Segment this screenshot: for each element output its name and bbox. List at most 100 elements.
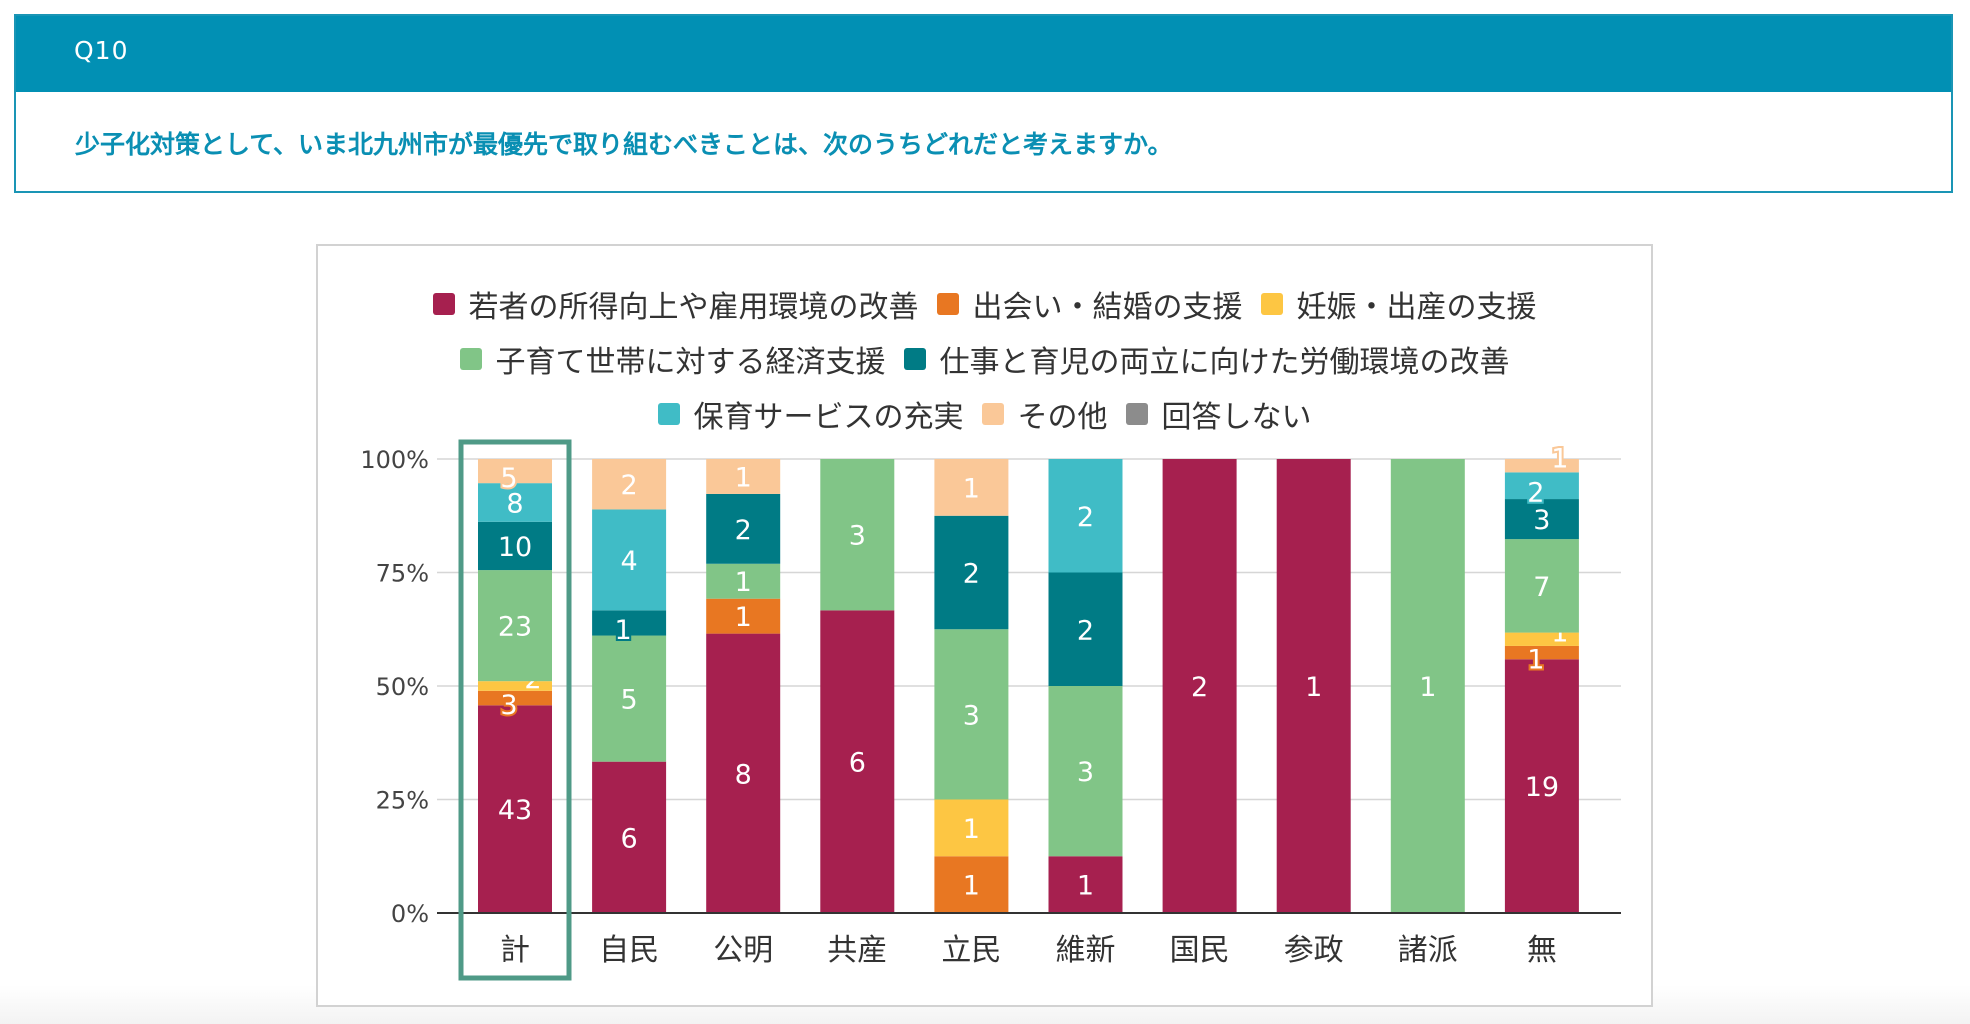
bar-segment bbox=[934, 459, 1009, 516]
bar-segment bbox=[934, 799, 1009, 857]
bar-segment bbox=[592, 761, 667, 913]
bar-segment bbox=[1276, 459, 1351, 913]
data-label: 1 bbox=[1527, 645, 1544, 676]
bar-segment bbox=[1504, 539, 1579, 633]
legend-item[interactable]: 保育サービスの充実 bbox=[657, 392, 964, 436]
data-label: 5 bbox=[500, 463, 517, 494]
data-label: 2 bbox=[735, 515, 752, 546]
bar-segment bbox=[478, 570, 552, 682]
data-label: 2 bbox=[1077, 502, 1094, 533]
stacked-bar-chart: 0%25%50%75%100%4332231085計65142自民81121公明… bbox=[360, 439, 1621, 981]
data-label: 5 bbox=[621, 685, 638, 716]
bar-segment bbox=[1048, 686, 1123, 857]
y-tick-label: 0% bbox=[391, 900, 429, 928]
data-label: 3 bbox=[849, 521, 866, 552]
data-label: 8 bbox=[735, 759, 752, 790]
bar-segment bbox=[478, 705, 552, 913]
x-tick-label: 計 bbox=[500, 933, 530, 968]
bar-segment bbox=[1390, 459, 1465, 913]
data-label: 19 bbox=[1525, 772, 1559, 803]
x-tick-label: 自民 bbox=[599, 933, 659, 968]
legend-swatch bbox=[657, 402, 680, 425]
bar-segment bbox=[1504, 459, 1579, 473]
bar-segment bbox=[934, 856, 1009, 913]
data-label: 3 bbox=[1077, 757, 1094, 788]
bar-segment bbox=[934, 629, 1009, 800]
bar-segment bbox=[706, 598, 781, 634]
data-label: 3 bbox=[1533, 505, 1550, 536]
legend-swatch bbox=[981, 402, 1004, 425]
legend-swatch bbox=[459, 347, 482, 370]
question-text: 少子化対策として、いま北九州市が最優先で取り組むべきことは、次のうちどれだと考え… bbox=[75, 130, 1173, 159]
legend-row-2: 子育て世帯に対する経済支援 仕事と育児の両立に向けた労働環境の改善 bbox=[318, 331, 1651, 386]
question-number: Q10 bbox=[74, 36, 129, 65]
x-tick-label: 参政 bbox=[1284, 933, 1344, 968]
bar-segment bbox=[478, 690, 552, 706]
data-label: 6 bbox=[849, 748, 866, 779]
data-label: 1 bbox=[963, 473, 980, 504]
data-label: 1 bbox=[963, 814, 980, 845]
bar-segment bbox=[478, 459, 552, 484]
legend-item[interactable]: 妊娠・出産の支援 bbox=[1260, 282, 1537, 326]
bar-segment bbox=[592, 610, 667, 636]
legend-item[interactable]: 回答しない bbox=[1125, 392, 1312, 436]
legend-item[interactable]: その他 bbox=[981, 392, 1108, 436]
data-label: 6 bbox=[621, 823, 638, 854]
legend-swatch bbox=[1125, 402, 1148, 425]
bar-segment bbox=[592, 459, 667, 510]
bar-segment bbox=[1048, 459, 1123, 573]
data-label: 1 bbox=[1305, 672, 1322, 703]
data-label: 1 bbox=[1419, 672, 1436, 703]
legend-label: 回答しない bbox=[1161, 399, 1312, 435]
y-tick-label: 50% bbox=[376, 673, 429, 701]
legend-item[interactable]: 出会い・結婚の支援 bbox=[936, 282, 1243, 326]
legend-swatch bbox=[432, 292, 455, 315]
bar-segment bbox=[1048, 572, 1123, 686]
legend-item[interactable]: 仕事と育児の両立に向けた労働環境の改善 bbox=[903, 337, 1510, 381]
bar-segment bbox=[1048, 856, 1123, 913]
data-label: 2 bbox=[1191, 672, 1208, 703]
bar-segment bbox=[478, 681, 552, 691]
bar-segment bbox=[1504, 472, 1579, 500]
data-label: 2 bbox=[1077, 615, 1094, 646]
data-label: 8 bbox=[506, 488, 523, 519]
bar-segment bbox=[592, 635, 667, 762]
y-tick-label: 25% bbox=[376, 787, 429, 815]
data-label: 2 bbox=[963, 559, 980, 590]
data-label: 2 bbox=[1527, 478, 1544, 509]
y-tick-label: 100% bbox=[360, 446, 429, 474]
legend-label: 子育て世帯に対する経済支援 bbox=[495, 344, 886, 380]
data-label: 23 bbox=[498, 612, 532, 643]
legend-label: 妊娠・出産の支援 bbox=[1296, 289, 1537, 325]
data-label: 3 bbox=[500, 690, 517, 721]
data-label: 7 bbox=[1533, 572, 1550, 603]
bar-segment bbox=[706, 563, 781, 599]
chart-legend: 若者の所得向上や雇用環境の改善 出会い・結婚の支援 妊娠・出産の支援 子育て世帯に対… bbox=[318, 276, 1651, 441]
data-label: 1 bbox=[1077, 871, 1094, 902]
chart-card: 若者の所得向上や雇用環境の改善 出会い・結婚の支援 妊娠・出産の支援 子育て世帯に対… bbox=[316, 244, 1653, 1007]
bar-segment bbox=[1504, 659, 1579, 913]
data-label: 1 bbox=[735, 462, 752, 493]
data-label: 1 bbox=[963, 871, 980, 902]
data-label: 43 bbox=[498, 795, 532, 826]
bar-segment bbox=[1504, 645, 1579, 660]
x-tick-label: 国民 bbox=[1170, 933, 1230, 968]
bar-segment bbox=[706, 493, 781, 564]
data-label: 1 bbox=[615, 615, 632, 646]
data-label: 1 bbox=[735, 602, 752, 633]
data-label: 3 bbox=[963, 700, 980, 731]
data-label: 1 bbox=[1551, 444, 1568, 475]
bar-segment bbox=[1162, 459, 1237, 913]
x-tick-label: 維新 bbox=[1056, 933, 1116, 968]
legend-item[interactable]: 子育て世帯に対する経済支援 bbox=[459, 337, 886, 381]
legend-label: 出会い・結婚の支援 bbox=[972, 289, 1243, 325]
data-label: 2 bbox=[621, 470, 638, 501]
bar-segment bbox=[820, 610, 895, 913]
bar-segment bbox=[592, 509, 667, 611]
x-tick-label: 諸派 bbox=[1398, 933, 1458, 968]
data-label: 10 bbox=[498, 532, 532, 563]
x-tick-label: 無 bbox=[1527, 933, 1557, 968]
legend-swatch bbox=[936, 292, 959, 315]
legend-label: 若者の所得向上や雇用環境の改善 bbox=[468, 289, 919, 325]
legend-item[interactable]: 若者の所得向上や雇用環境の改善 bbox=[432, 282, 919, 326]
